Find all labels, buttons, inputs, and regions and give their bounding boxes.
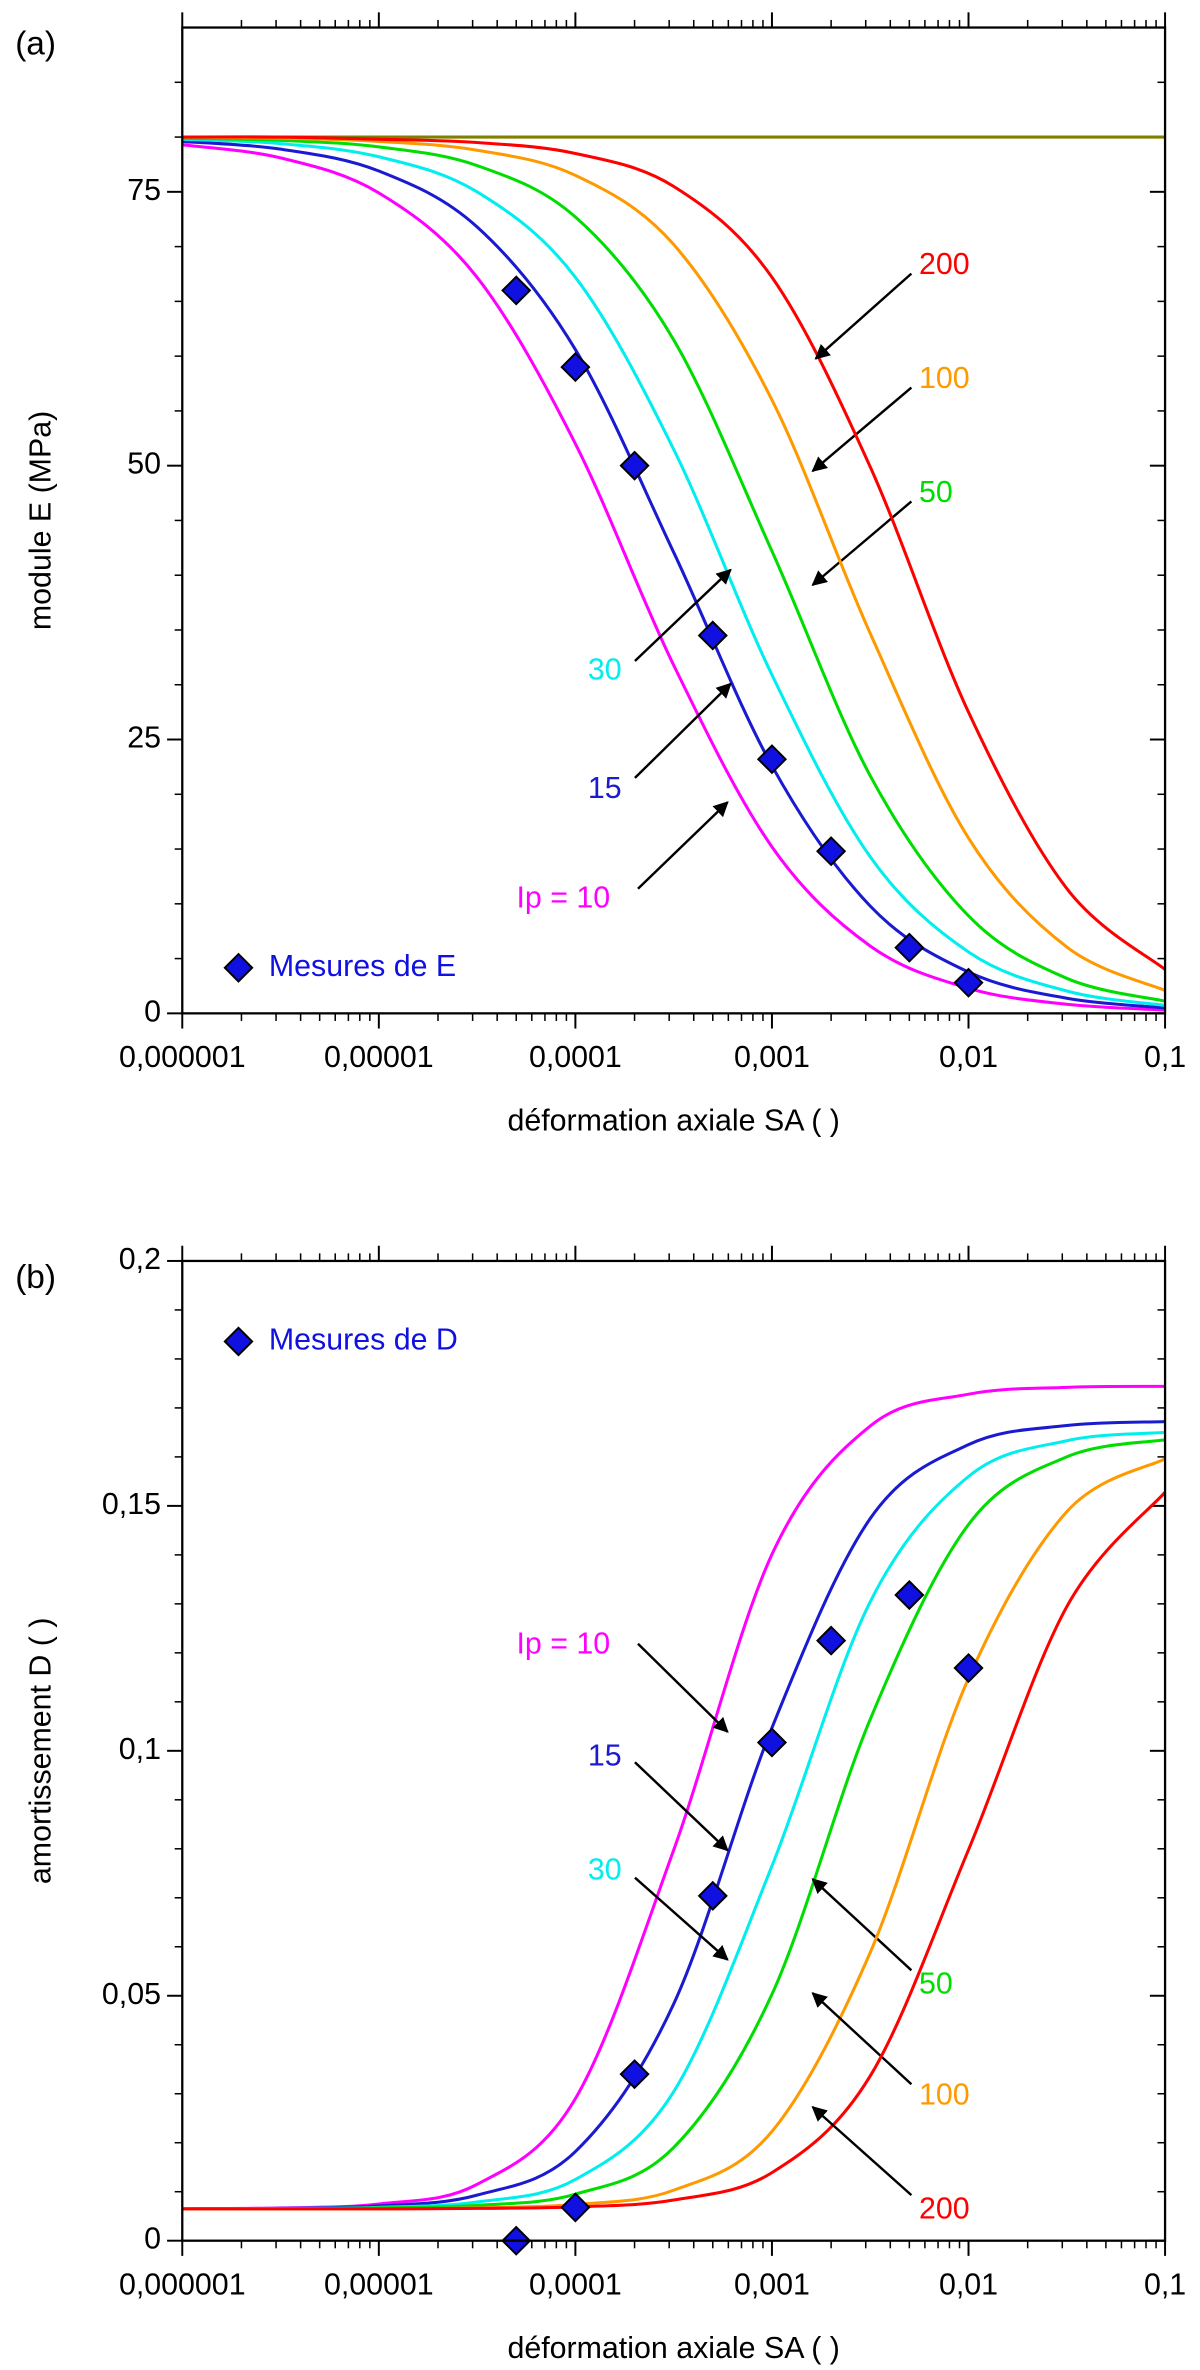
measure-point <box>619 450 650 481</box>
x-tick-label: 0,1 <box>1144 2268 1186 2301</box>
curve <box>182 137 1166 1007</box>
curve <box>182 135 1166 971</box>
x-tick-label: 0,0001 <box>529 2268 622 2301</box>
measure-point <box>756 744 788 775</box>
annotation-arrow <box>811 386 913 473</box>
measure-point <box>560 2192 591 2223</box>
legend-marker <box>223 1326 254 1357</box>
plot-frame <box>181 1259 1167 2242</box>
measure-point <box>697 620 728 651</box>
x-tick-label: 0,00001 <box>324 1041 434 1074</box>
x-tick-label: 0,001 <box>734 1041 810 1074</box>
curve <box>182 143 1166 1012</box>
y-axis-title: module E (MPa) <box>25 411 58 630</box>
annotation-arrow <box>634 682 732 779</box>
y-tick-label: 50 <box>127 448 161 481</box>
curve-label: 200 <box>919 248 970 281</box>
measure-point <box>953 1652 984 1684</box>
measure-point <box>501 275 532 306</box>
x-axis-title: déformation axiale SA ( ) <box>507 2332 839 2365</box>
annotation-arrow <box>637 801 729 890</box>
measure-point <box>894 1579 925 1611</box>
curve-label: 30 <box>588 1854 622 1887</box>
curve-label: 50 <box>919 1968 953 2001</box>
curve <box>182 135 1166 992</box>
measure-point <box>816 1625 847 1656</box>
y-tick-label: 75 <box>127 174 161 207</box>
curve <box>182 1384 1166 2211</box>
curve <box>182 1430 1166 2211</box>
measure-point <box>560 352 591 383</box>
y-axis-title: amortissement D ( ) <box>25 1618 58 1885</box>
annotation-arrow <box>634 1761 729 1852</box>
curve-label: 100 <box>919 2078 970 2111</box>
plot-frame <box>181 26 1167 1015</box>
annotation-arrow <box>811 1992 913 2086</box>
curve-label: 200 <box>919 2192 970 2225</box>
curve-label: 15 <box>588 1740 622 1773</box>
y-tick-label: 25 <box>127 722 161 755</box>
x-tick-label: 0,00001 <box>324 2268 434 2301</box>
x-tick-label: 0,1 <box>1144 1041 1186 1074</box>
annotation-arrow <box>634 568 732 662</box>
y-tick-label: 0,2 <box>119 1243 161 1276</box>
measure-point <box>756 1727 788 1758</box>
annotation-arrow <box>634 1876 729 1961</box>
legend-label: Mesures de E <box>269 950 456 983</box>
x-tick-label: 0,0001 <box>529 1041 622 1074</box>
measure-point <box>953 967 984 998</box>
annotation-arrow <box>811 2106 913 2197</box>
curve-label: Ip = 10 <box>516 881 610 914</box>
panel-label: (b) <box>15 1259 56 1296</box>
x-tick-label: 0,000001 <box>119 1041 246 1074</box>
curve-label: Ip = 10 <box>516 1627 610 1660</box>
measure-point <box>894 932 925 963</box>
curve-label: 15 <box>588 772 622 805</box>
y-tick-label: 0,1 <box>119 1733 161 1766</box>
y-tick-label: 0 <box>144 995 161 1028</box>
measure-point <box>619 2059 650 2090</box>
y-tick-label: 0,05 <box>102 1978 161 2011</box>
curve-label: 100 <box>919 362 970 395</box>
annotation-arrow <box>811 1878 913 1972</box>
y-tick-label: 0 <box>144 2223 161 2256</box>
x-tick-label: 0,000001 <box>119 2268 246 2301</box>
curve <box>182 139 1166 1010</box>
legend-marker <box>223 952 254 983</box>
curve <box>182 1457 1166 2211</box>
panel-label: (a) <box>15 26 56 63</box>
x-tick-label: 0,01 <box>939 2268 998 2301</box>
legend-label: Mesures de D <box>269 1323 458 1356</box>
y-tick-label: 0,15 <box>102 1488 161 1521</box>
measure-point <box>697 1880 728 1911</box>
x-axis-title: déformation axiale SA ( ) <box>507 1105 839 1138</box>
x-tick-label: 0,001 <box>734 2268 810 2301</box>
curve-label: 30 <box>588 654 622 687</box>
annotation-arrow <box>814 272 913 360</box>
x-tick-label: 0,01 <box>939 1041 998 1074</box>
curve <box>182 136 1166 1003</box>
curve-label: 50 <box>919 476 953 509</box>
annotation-arrow <box>811 500 913 586</box>
curve <box>182 1491 1166 2211</box>
annotation-arrow <box>637 1642 729 1733</box>
measure-point <box>816 836 847 867</box>
